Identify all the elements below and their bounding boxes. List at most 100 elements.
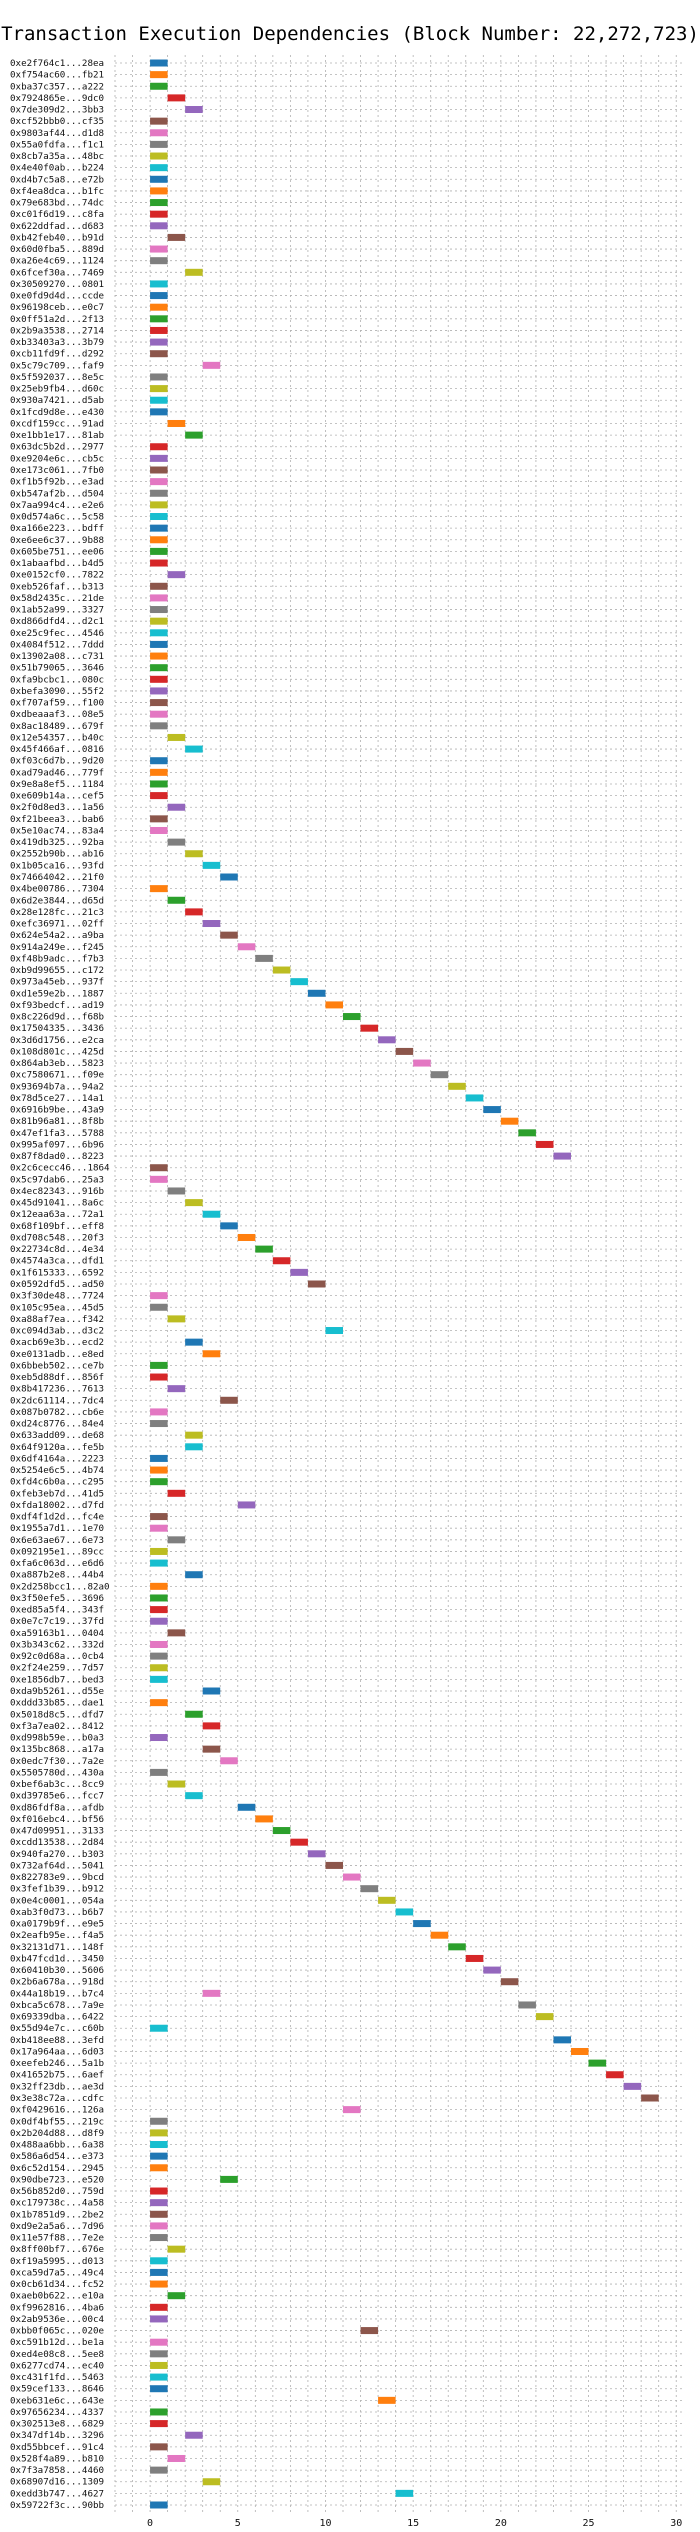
tx-hash-label: 0xa0179b9f...e9e5 xyxy=(10,1919,104,1930)
tx-bar xyxy=(237,943,256,951)
y-tick-labels: 0xe2f764c1...28ea0xf754ac60...fb210xba37… xyxy=(10,58,110,2511)
tx-bar xyxy=(150,489,168,497)
tx-hash-label: 0x0edc7f30...7a2e xyxy=(10,1756,104,1767)
tx-hash-label: 0x1b05ca16...93fd xyxy=(10,860,104,871)
tx-hash-label: 0x30509270...0801 xyxy=(10,279,104,290)
tx-hash-label: 0x7f3a7858...4460 xyxy=(10,2465,104,2476)
tx-hash-label: 0x5018d8c5...dfd7 xyxy=(10,1709,104,1720)
tx-hash-label: 0xddd33b85...dae1 xyxy=(10,1698,104,1709)
tx-hash-label: 0xbb0f065c...020e xyxy=(10,2326,104,2337)
tx-bar xyxy=(150,1478,168,1486)
tx-bar xyxy=(150,1768,168,1776)
tx-hash-label: 0xdf4f1d2d...fc4e xyxy=(10,1512,104,1523)
tx-bar xyxy=(395,1047,414,1055)
tx-bar xyxy=(150,1303,168,1311)
tx-hash-label: 0x8ff00bf7...676e xyxy=(10,2244,104,2255)
tx-hash-label: 0xad79ad46...779f xyxy=(10,767,104,778)
tx-hash-label: 0xfeb3eb7d...41d5 xyxy=(10,1488,104,1499)
tx-bar xyxy=(150,2315,168,2323)
tx-hash-label: 0xeefeb246...5a1b xyxy=(10,2058,104,2069)
tx-hash-label: 0x96198ceb...e0c7 xyxy=(10,302,104,313)
tx-hash-label: 0xc591b12d...be1a xyxy=(10,2337,104,2348)
tx-bar xyxy=(150,826,168,834)
tx-bar xyxy=(167,233,186,241)
tx-hash-label: 0xa26e4c69...1124 xyxy=(10,256,105,267)
tx-hash-label: 0xfa9bcbc1...080c xyxy=(10,674,104,685)
tx-bar xyxy=(167,2292,186,2300)
tx-hash-label: 0x0e7c7c19...37fd xyxy=(10,1616,104,1627)
tx-hash-label: 0x5c79c709...faf9 xyxy=(10,360,104,371)
tx-bar xyxy=(518,2001,536,2009)
tx-bar xyxy=(150,396,168,404)
tx-hash-label: 0xf03c6d7b...9d20 xyxy=(10,756,104,767)
tx-bar xyxy=(150,152,168,160)
tx-bar xyxy=(150,815,168,823)
tx-hash-label: 0x93694b7a...94a2 xyxy=(10,1081,104,1092)
tx-bar xyxy=(202,920,221,928)
tx-hash-label: 0x56b852d0...759d xyxy=(10,2186,104,2197)
tx-bar xyxy=(150,257,168,265)
tx-hash-label: 0x11e57f88...7e2e xyxy=(10,2233,104,2244)
tx-hash-label: 0xf19a5995...d013 xyxy=(10,2256,104,2267)
tx-bar xyxy=(150,1675,168,1683)
tx-bar xyxy=(150,140,168,148)
tx-bar xyxy=(150,1524,168,1532)
tx-hash-label: 0xc094d3ab...d3c2 xyxy=(10,1326,104,1337)
tx-bar xyxy=(150,2303,168,2311)
tx-hash-label: 0x1f615333...6592 xyxy=(10,1267,104,1278)
tx-bar xyxy=(150,629,168,637)
tx-hash-label: 0xdbeaaaf3...08e5 xyxy=(10,709,104,720)
tx-bar xyxy=(150,513,168,521)
tx-hash-label: 0x605be751...ee06 xyxy=(10,546,104,557)
tx-hash-label: 0xf93bedcf...ad19 xyxy=(10,1000,104,1011)
tx-bar xyxy=(150,117,168,125)
tx-hash-label: 0x2b204d88...d8f9 xyxy=(10,2128,104,2139)
tx-hash-label: 0x3d6d1756...e2ca xyxy=(10,1035,104,1046)
tx-bar xyxy=(237,1803,256,1811)
tx-hash-label: 0xf4ea8dca...b1fc xyxy=(10,186,104,197)
tx-bar xyxy=(623,2082,642,2090)
tx-hash-label: 0xb33403a3...3b79 xyxy=(10,337,104,348)
tx-bar xyxy=(150,466,168,474)
tx-hash-label: 0xed4e08c8...5ee8 xyxy=(10,2349,104,2360)
tx-bar xyxy=(483,1106,501,1114)
tx-bar xyxy=(202,1989,221,1997)
tx-bar xyxy=(150,757,168,765)
tx-hash-label: 0xbef6ab3c...8cc9 xyxy=(10,1779,104,1790)
tx-bar xyxy=(483,1966,501,1974)
tx-bar xyxy=(150,1617,168,1625)
tx-bar xyxy=(167,571,186,579)
tx-hash-label: 0x0cb61d34...fc52 xyxy=(10,2279,104,2290)
tx-hash-label: 0x940fa270...b303 xyxy=(10,1849,104,1860)
tx-bar xyxy=(588,2059,607,2067)
tx-bar xyxy=(150,1699,168,1707)
tx-hash-label: 0x2b9a3538...2714 xyxy=(10,325,105,336)
tx-bar xyxy=(413,1920,431,1928)
tx-bar xyxy=(167,838,186,846)
tx-bar xyxy=(150,1547,168,1555)
tx-bar xyxy=(202,1722,221,1730)
tx-bar xyxy=(571,2047,589,2055)
tx-bar xyxy=(150,1292,168,1300)
tx-hash-label: 0xd9e2a5a6...7d96 xyxy=(10,2221,104,2232)
tx-bar xyxy=(220,1757,238,1765)
x-tick-label: 30 xyxy=(670,2518,682,2529)
tx-bar xyxy=(185,850,203,858)
tx-hash-label: 0xe609b14a...cef5 xyxy=(10,791,104,802)
tx-bar xyxy=(150,454,168,462)
tx-hash-label: 0x55a0fdfa...f1c1 xyxy=(10,139,104,150)
tx-bar xyxy=(343,1013,361,1021)
tx-bar xyxy=(150,2164,168,2172)
tx-bar xyxy=(150,675,168,683)
tx-bar xyxy=(500,1978,519,1986)
tx-bar xyxy=(378,1896,396,1904)
tx-bar xyxy=(448,1082,466,1090)
tx-hash-label: 0xf48b9adc...f7b3 xyxy=(10,953,104,964)
tx-bar xyxy=(185,1710,203,1718)
x-tick-labels: 0 5 10 15 20 25 30 xyxy=(147,2518,682,2529)
tx-hash-label: 0x8cb7a35a...48bc xyxy=(10,151,104,162)
tx-bar xyxy=(150,222,168,230)
tx-bar xyxy=(150,2187,168,2195)
tx-hash-label: 0xe0152cf0...7822 xyxy=(10,570,104,581)
